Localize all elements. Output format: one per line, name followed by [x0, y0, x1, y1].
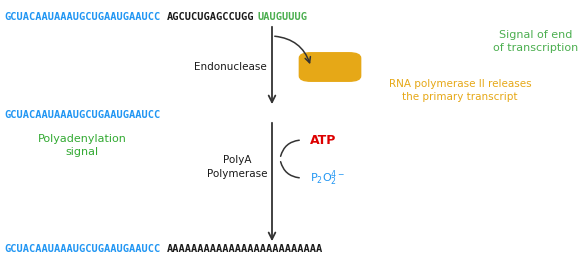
Text: UAUGUUUG: UAUGUUUG [257, 12, 307, 22]
Text: Signal of end
of transcription: Signal of end of transcription [493, 30, 578, 53]
Text: RNA polymerase II releases
the primary transcript: RNA polymerase II releases the primary t… [389, 79, 531, 102]
Text: PolyA
Polymerase: PolyA Polymerase [207, 155, 267, 179]
Text: GCUACAAUAAAUGCUGAAUGAAUCC: GCUACAAUAAAUGCUGAAUGAAUCC [4, 110, 160, 120]
Text: ATP: ATP [310, 134, 336, 146]
Text: Polyadenylation
signal: Polyadenylation signal [38, 134, 126, 157]
Text: GCUACAAUAAAUGCUGAAUGAAUCC: GCUACAAUAAAUGCUGAAUGAAUCC [4, 12, 160, 22]
Text: AAAAAAAAAAAAAAAAAAAAAAAAA: AAAAAAAAAAAAAAAAAAAAAAAAA [166, 244, 323, 254]
Text: GCUACAAUAAAUGCUGAAUGAAUCC: GCUACAAUAAAUGCUGAAUGAAUCC [4, 244, 160, 254]
FancyBboxPatch shape [299, 53, 361, 81]
Text: $\mathregular{P_2O_2^{4-}}$: $\mathregular{P_2O_2^{4-}}$ [310, 168, 345, 188]
Text: Endonuclease: Endonuclease [194, 62, 267, 72]
Text: AGCUCUGAGCCUGG: AGCUCUGAGCCUGG [166, 12, 254, 22]
